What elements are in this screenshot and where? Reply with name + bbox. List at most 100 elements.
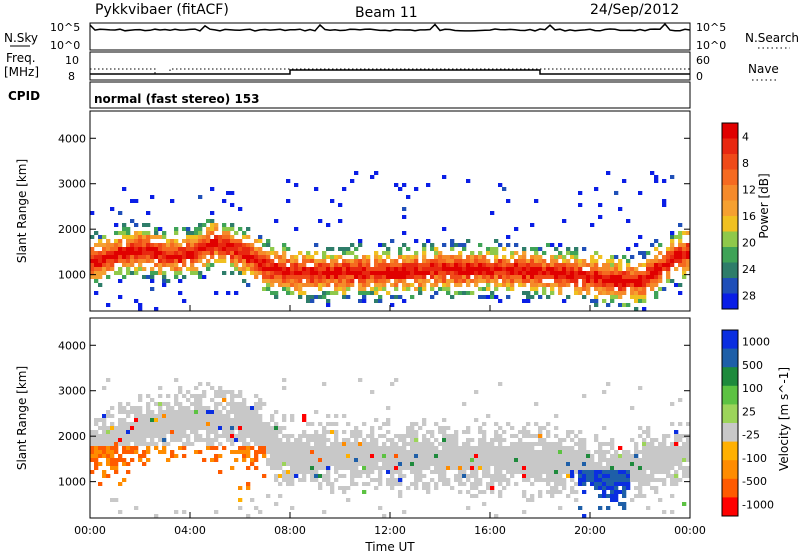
heatmap-cell bbox=[158, 263, 163, 267]
heatmap-cell bbox=[570, 486, 575, 490]
heatmap-cell bbox=[446, 446, 451, 450]
heatmap-cell bbox=[594, 462, 599, 466]
heatmap-cell bbox=[534, 470, 539, 474]
heatmap-cell bbox=[206, 438, 211, 442]
heatmap-cell bbox=[202, 438, 207, 442]
heatmap-cell bbox=[182, 410, 187, 414]
heatmap-cell bbox=[646, 271, 651, 275]
heatmap-cell bbox=[674, 474, 679, 478]
heatmap-cell bbox=[650, 287, 655, 291]
heatmap-cell bbox=[394, 450, 399, 454]
heatmap-cell bbox=[486, 259, 491, 263]
heatmap-cell bbox=[94, 243, 99, 247]
heatmap-cell bbox=[622, 506, 627, 510]
heatmap-cell bbox=[174, 231, 179, 235]
heatmap-cell bbox=[522, 458, 527, 462]
heatmap-cell bbox=[122, 227, 127, 231]
heatmap-cell bbox=[686, 458, 691, 462]
heatmap-cell bbox=[314, 263, 319, 267]
heatmap-cell bbox=[682, 474, 687, 478]
heatmap-cell bbox=[358, 378, 363, 382]
heatmap-cell bbox=[514, 271, 519, 275]
heatmap-cell bbox=[418, 263, 423, 267]
heatmap-cell bbox=[546, 271, 551, 275]
heatmap-cell bbox=[478, 426, 483, 430]
heatmap-cell bbox=[310, 450, 315, 454]
heatmap-cell bbox=[226, 410, 231, 414]
heatmap-cell bbox=[626, 263, 631, 267]
heatmap-cell bbox=[426, 430, 431, 434]
heatmap-cell bbox=[566, 458, 571, 462]
heatmap-cell bbox=[150, 442, 155, 446]
heatmap-cell bbox=[446, 267, 451, 271]
heatmap-cell bbox=[522, 466, 527, 470]
heatmap-cell bbox=[614, 454, 619, 458]
heatmap-cell bbox=[662, 255, 667, 259]
heatmap-cell bbox=[522, 462, 527, 466]
heatmap-cell bbox=[194, 235, 199, 239]
heatmap-cell bbox=[90, 275, 95, 279]
heatmap-cell bbox=[638, 275, 643, 279]
heatmap-cell bbox=[246, 434, 251, 438]
heatmap-cell bbox=[222, 227, 227, 231]
heatmap-cell bbox=[542, 271, 547, 275]
heatmap-cell bbox=[382, 514, 387, 518]
heatmap-cell bbox=[186, 398, 191, 402]
heatmap-cell bbox=[438, 259, 443, 263]
heatmap-cell bbox=[662, 434, 667, 438]
heatmap-cell bbox=[234, 434, 239, 438]
heatmap-cell bbox=[218, 470, 223, 474]
heatmap-cell bbox=[454, 267, 459, 271]
heatmap-cell bbox=[442, 474, 447, 478]
heatmap-cell bbox=[618, 259, 623, 263]
heatmap-cell bbox=[114, 498, 119, 502]
heatmap-cell bbox=[554, 259, 559, 263]
heatmap-cell bbox=[286, 458, 291, 462]
heatmap-cell bbox=[134, 426, 139, 430]
heatmap-cell bbox=[670, 239, 675, 243]
heatmap-cell bbox=[686, 247, 691, 251]
heatmap-cell bbox=[562, 462, 567, 466]
heatmap-cell bbox=[134, 438, 139, 442]
heatmap-cell bbox=[302, 458, 307, 462]
colorbar-frame bbox=[721, 122, 739, 310]
heatmap-cell bbox=[118, 434, 123, 438]
heatmap-cell bbox=[138, 434, 143, 438]
heatmap-cell bbox=[178, 251, 183, 255]
heatmap-cell bbox=[150, 434, 155, 438]
heatmap-cell bbox=[446, 438, 451, 442]
heatmap-cell bbox=[254, 418, 259, 422]
heatmap-cell bbox=[334, 470, 339, 474]
heatmap-cell bbox=[578, 430, 583, 434]
heatmap-cell bbox=[558, 243, 563, 247]
nsearch-tick-high: 10^5 bbox=[696, 21, 726, 34]
heatmap-cell bbox=[502, 187, 507, 191]
heatmap-cell bbox=[574, 442, 579, 446]
heatmap-cell bbox=[230, 259, 235, 263]
heatmap-cell bbox=[150, 235, 155, 239]
heatmap-cell bbox=[422, 422, 427, 426]
heatmap-cell bbox=[534, 478, 539, 482]
heatmap-cell bbox=[578, 466, 583, 470]
heatmap-cell bbox=[610, 255, 615, 259]
heatmap-cell bbox=[138, 438, 143, 442]
heatmap-cell bbox=[150, 251, 155, 255]
heatmap-cell bbox=[238, 271, 243, 275]
heatmap-cell bbox=[606, 267, 611, 271]
heatmap-cell bbox=[166, 394, 171, 398]
heatmap-cell bbox=[630, 275, 635, 279]
heatmap-cell bbox=[134, 422, 139, 426]
heatmap-cell bbox=[650, 474, 655, 478]
heatmap-cell bbox=[174, 251, 179, 255]
heatmap-cell bbox=[246, 450, 251, 454]
heatmap-cell bbox=[102, 263, 107, 267]
heatmap-cell bbox=[438, 470, 443, 474]
heatmap-cell bbox=[678, 466, 683, 470]
heatmap-cell bbox=[146, 231, 151, 235]
heatmap-cell bbox=[114, 271, 119, 275]
heatmap-cell bbox=[646, 450, 651, 454]
heatmap-cell bbox=[562, 446, 567, 450]
heatmap-cell bbox=[246, 482, 251, 486]
heatmap-cell bbox=[462, 450, 467, 454]
heatmap-cell bbox=[498, 478, 503, 482]
